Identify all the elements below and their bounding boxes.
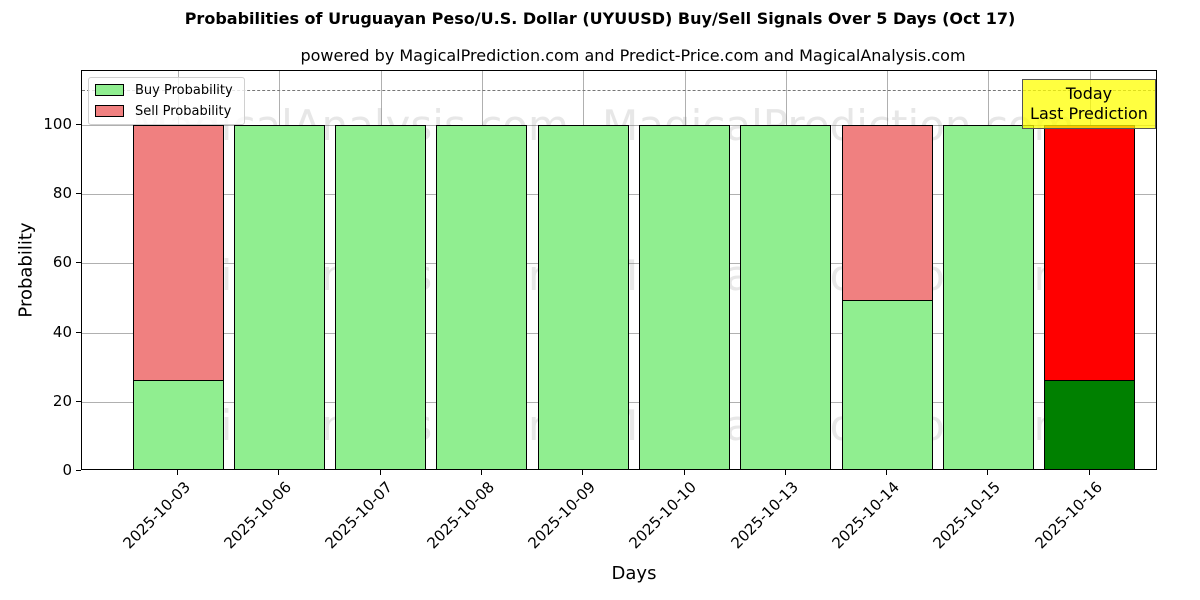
y-tick-mark	[76, 193, 81, 195]
buy-bar	[1044, 379, 1136, 469]
x-tick-mark	[582, 470, 584, 475]
sell-bar	[841, 124, 933, 302]
y-tick-mark	[76, 331, 81, 333]
x-axis-label: Days	[611, 563, 657, 584]
buy-bar	[132, 379, 224, 469]
x-tick-label: 2025-10-10	[625, 478, 701, 553]
buy-bar	[942, 124, 1034, 469]
x-tick-mark	[886, 470, 888, 475]
x-tick-label: 2025-10-07	[321, 478, 397, 553]
x-tick-mark	[480, 470, 482, 475]
buy-swatch-icon	[95, 84, 124, 96]
last-prediction-label: Last Prediction	[1030, 104, 1148, 123]
x-tick-label: 2025-10-16	[1031, 478, 1106, 553]
x-tick-label: 2025-10-03	[119, 478, 194, 553]
x-tick-label: 2025-10-13	[727, 478, 802, 553]
y-tick-label: 20	[52, 391, 72, 410]
x-tick-label: 2025-10-15	[929, 478, 1005, 553]
sell-bar	[1044, 124, 1136, 381]
y-tick-label: 80	[52, 184, 72, 203]
x-tick-mark	[683, 470, 685, 475]
x-tick-mark	[987, 470, 989, 475]
buy-bar	[639, 124, 730, 469]
x-tick-mark	[177, 470, 178, 475]
buy-bar	[233, 124, 325, 469]
chart-subtitle: powered by MagicalPrediction.com and Pre…	[300, 46, 966, 65]
x-tick-label: 2025-10-09	[524, 478, 599, 553]
x-tick-mark	[379, 470, 381, 475]
y-axis-label: Probability	[15, 222, 37, 318]
chart-title: Probabilities of Uruguayan Peso/U.S. Dol…	[184, 9, 1016, 28]
x-tick-mark	[784, 470, 786, 475]
legend-item-buy: Buy Probability	[95, 82, 233, 98]
y-tick-mark	[76, 123, 81, 125]
y-tick-label: 0	[62, 461, 72, 479]
reference-line	[82, 90, 1156, 92]
today-label: Today	[1065, 84, 1113, 103]
buy-bar	[740, 124, 832, 469]
x-tick-mark	[278, 470, 280, 475]
y-tick-label: 40	[52, 322, 72, 341]
buy-bar	[436, 124, 528, 469]
y-tick-mark	[76, 262, 81, 264]
x-tick-label: 2025-10-14	[828, 478, 903, 553]
legend-item-sell: Sell Probability	[95, 103, 231, 119]
y-tick-mark	[76, 470, 81, 471]
x-tick-label: 2025-10-08	[423, 478, 498, 553]
buy-bar	[335, 124, 427, 469]
legend: Buy Probability Sell Probability	[88, 77, 245, 125]
plot-area: MagicalAnalysis.comMagicalPrediction.com…	[81, 70, 1157, 470]
x-tick-mark	[1088, 470, 1090, 475]
buy-bar	[537, 124, 629, 469]
x-tick-label: 2025-10-06	[220, 478, 296, 553]
legend-buy-label: Buy Probability	[135, 82, 233, 98]
sell-swatch-icon	[95, 105, 124, 117]
y-tick-mark	[76, 400, 81, 402]
y-tick-label: 60	[52, 253, 72, 272]
sell-bar	[132, 124, 224, 381]
buy-bar	[841, 300, 933, 469]
today-annotation: Today Last Prediction	[1022, 79, 1156, 129]
y-tick-label: 100	[43, 114, 72, 133]
legend-sell-label: Sell Probability	[135, 103, 232, 119]
